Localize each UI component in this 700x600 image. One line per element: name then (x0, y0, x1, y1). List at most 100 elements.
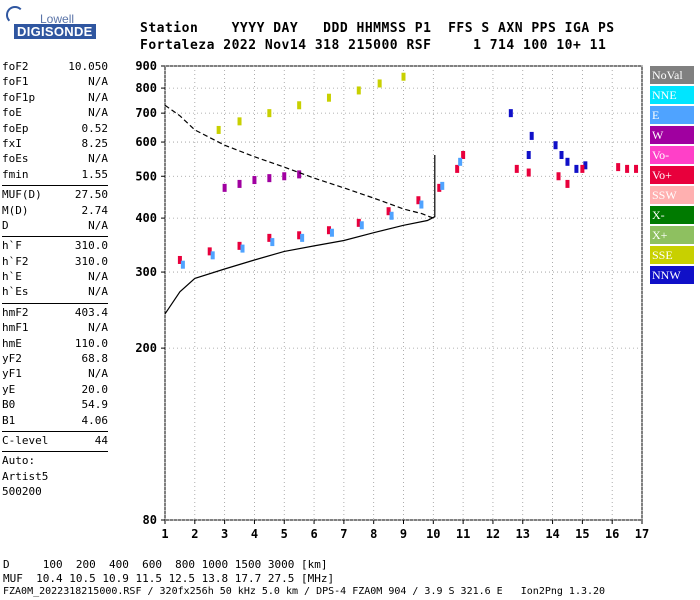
param-value: 68.8 (81, 352, 109, 366)
param-row: Artist5 (2, 470, 108, 485)
parameter-panel: foF2 10.050 foF1 N/A foF1p N/A foE N/A foEp 0.52 f… (2, 60, 108, 501)
x-tick-label: 2 (191, 527, 198, 541)
legend-item: NoVal (650, 66, 694, 84)
param-row: C-level 44 (2, 434, 108, 449)
param-row: fxI 8.25 (2, 137, 108, 152)
param-value: 44 (94, 433, 108, 447)
logo-arc-icon (6, 6, 24, 24)
echo-point (389, 211, 394, 220)
x-tick-label: 17 (635, 527, 649, 541)
param-key: foF1 (2, 75, 29, 89)
param-value: 54.9 (81, 398, 109, 412)
echo-point (252, 176, 257, 185)
param-key: h`Es (2, 285, 29, 299)
echo-point (529, 131, 534, 140)
echo-point (461, 150, 466, 159)
param-row: B1 4.06 (2, 414, 108, 429)
param-key: fmin (2, 167, 29, 181)
echo-point (580, 164, 585, 173)
param-value: N/A (88, 90, 108, 104)
echo-point (565, 179, 570, 188)
param-key: h`E (2, 270, 22, 284)
param-value: 110.0 (74, 336, 108, 350)
param-key: foE (2, 106, 22, 120)
echo-point (207, 247, 212, 256)
echo-point (270, 238, 275, 247)
param-key: B1 (2, 413, 16, 427)
echo-point (508, 109, 513, 118)
x-tick-label: 8 (370, 527, 377, 541)
echo-point (222, 183, 227, 192)
logo-text-bottom: DIGISONDE (14, 24, 96, 39)
param-value: N/A (88, 106, 108, 120)
x-tick-label: 1 (161, 527, 168, 541)
echo-point (267, 109, 272, 118)
param-value: N/A (88, 367, 108, 381)
param-key: h`F (2, 239, 22, 253)
param-separator (2, 185, 108, 187)
x-tick-label: 11 (456, 527, 470, 541)
param-value: 8.25 (81, 136, 109, 150)
param-row: h`F 310.0 (2, 239, 108, 254)
param-key: 500200 (2, 485, 42, 499)
legend-item: NNW (650, 266, 694, 284)
param-value: N/A (88, 285, 108, 299)
param-value: 27.50 (74, 188, 108, 202)
legend-item: Vo- (650, 146, 694, 164)
y-tick-label: 700 (135, 106, 157, 120)
param-value: 1.55 (81, 167, 109, 181)
echo-point (180, 260, 185, 269)
param-row: yF1 N/A (2, 367, 108, 382)
param-separator (2, 430, 108, 432)
param-row: hmF2 403.4 (2, 306, 108, 321)
param-value: 10.050 (68, 60, 108, 73)
param-value: N/A (88, 321, 108, 335)
echo-point (616, 163, 621, 172)
param-key: Artist5 (2, 469, 49, 483)
param-key: MUF(D) (2, 188, 42, 202)
x-tick-label: 12 (486, 527, 500, 541)
param-row: yF2 68.8 (2, 352, 108, 367)
echo-point (356, 86, 361, 95)
param-separator (2, 236, 108, 238)
legend-item: NNE (650, 86, 694, 104)
echo-point (455, 164, 460, 173)
param-row: D N/A (2, 219, 108, 234)
legend: NoVal NNE E W Vo- Vo+ SSW X- X+ SSE NNW (650, 66, 694, 286)
x-tick-label: 3 (221, 527, 228, 541)
legend-item: E (650, 106, 694, 124)
y-tick-label: 80 (143, 513, 157, 527)
echo-point (565, 157, 570, 166)
echo-point (356, 218, 361, 227)
echo-point (634, 164, 639, 173)
param-key: yF1 (2, 367, 22, 381)
echo-point (625, 164, 630, 173)
echo-point (297, 231, 302, 240)
echo-point (210, 251, 215, 260)
param-key: foF2 (2, 60, 29, 73)
param-key: hmF2 (2, 305, 29, 319)
param-row: foEp 0.52 (2, 122, 108, 137)
x-tick-label: 5 (281, 527, 288, 541)
param-key: C-level (2, 433, 49, 447)
footer-file-info: FZA0M_2022318215000.RSF / 320fx256h 50 k… (3, 586, 606, 597)
echo-point (297, 170, 302, 179)
param-key: D (2, 218, 9, 232)
param-row: 500200 (2, 485, 108, 500)
param-row: Auto: (2, 454, 108, 469)
param-key: foEp (2, 121, 29, 135)
echo-point (297, 101, 302, 110)
param-row: foF2 10.050 (2, 60, 108, 75)
y-tick-label: 300 (135, 265, 157, 279)
footer-muf-row: MUF 10.4 10.5 10.9 11.5 12.5 13.8 17.7 2… (3, 572, 335, 585)
param-row: MUF(D) 27.50 (2, 188, 108, 203)
echo-point (583, 161, 588, 170)
legend-item: W (650, 126, 694, 144)
param-value: 403.4 (74, 305, 108, 319)
y-tick-label: 600 (135, 135, 157, 149)
param-separator (2, 451, 108, 453)
x-tick-label: 15 (575, 527, 589, 541)
param-value: N/A (88, 75, 108, 89)
y-tick-label: 400 (135, 211, 157, 225)
